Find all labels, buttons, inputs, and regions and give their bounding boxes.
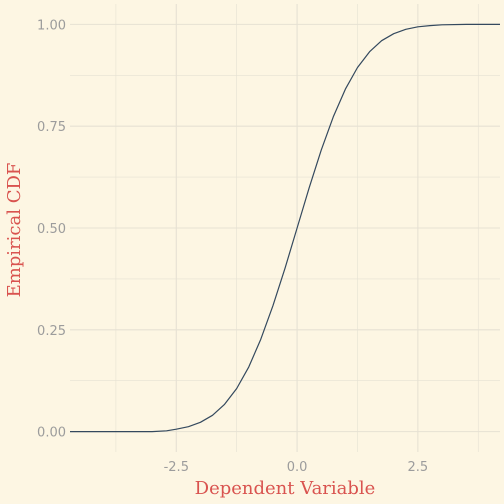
x-axis-title: Dependent Variable — [195, 478, 376, 499]
y-tick-label: 0.25 — [37, 324, 66, 339]
y-tick-label: 0.75 — [37, 120, 66, 135]
y-tick-label: 1.00 — [37, 18, 66, 33]
x-tick-label: 2.5 — [408, 460, 429, 475]
x-tick-label: -2.5 — [164, 460, 189, 475]
ecdf-line — [70, 23, 500, 433]
y-tick-label: 0.50 — [37, 222, 66, 237]
series-layer — [70, 23, 500, 433]
x-tick-label: 0.0 — [287, 460, 308, 475]
y-tick-label: 0.00 — [37, 426, 66, 441]
y-axis-title: Empirical CDF — [4, 163, 25, 298]
tick-labels: -2.5 0.0 2.5 0.00 0.25 0.50 0.75 1.00 — [37, 18, 428, 475]
